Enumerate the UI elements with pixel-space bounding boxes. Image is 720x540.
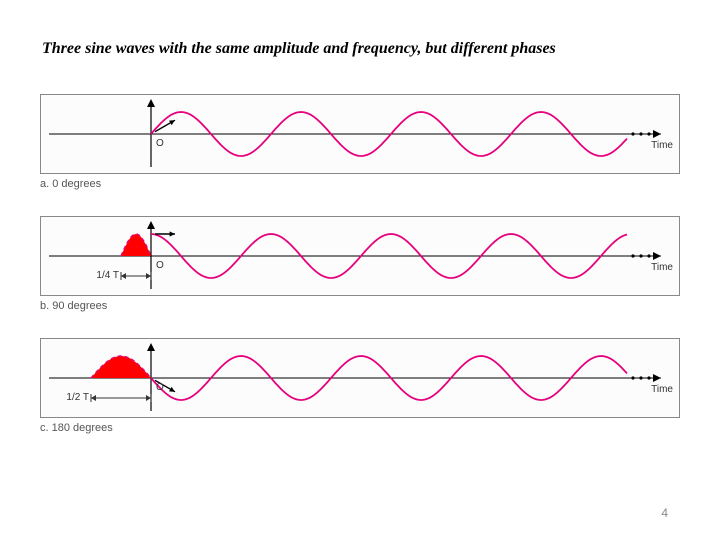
time-axis-label: Time [651,140,673,151]
panel-caption: a. 0 degrees [40,178,680,190]
panel-caption: c. 180 degrees [40,422,680,434]
origin-label: O [156,138,164,149]
wave-panel: O 1/4 T Time b. 90 degrees [40,216,680,312]
plot-box: O 1/2 T Time [40,338,680,418]
wave-panel: O 1/2 T Time c. 180 degrees [40,338,680,434]
panels-container: O Time a. 0 degrees O 1/4 T Time b. 90 de… [0,58,720,434]
page-number: 4 [661,506,668,520]
time-axis-label: Time [651,262,673,273]
origin-label: O [156,382,164,393]
wave-plot-1: O 1/4 T [41,217,677,295]
wave-panel: O Time a. 0 degrees [40,94,680,190]
plot-box: O 1/4 T Time [40,216,680,296]
panel-caption: b. 90 degrees [40,300,680,312]
plot-box: O Time [40,94,680,174]
phase-lobe-icon [91,356,151,378]
shift-label: 1/2 T [66,392,89,403]
shift-label: 1/4 T [96,270,119,281]
origin-label: O [156,260,164,271]
wave-plot-2: O 1/2 T [41,339,677,417]
wave-plot-0: O [41,95,677,173]
page-title: Three sine waves with the same amplitude… [0,0,720,58]
time-axis-label: Time [651,384,673,395]
